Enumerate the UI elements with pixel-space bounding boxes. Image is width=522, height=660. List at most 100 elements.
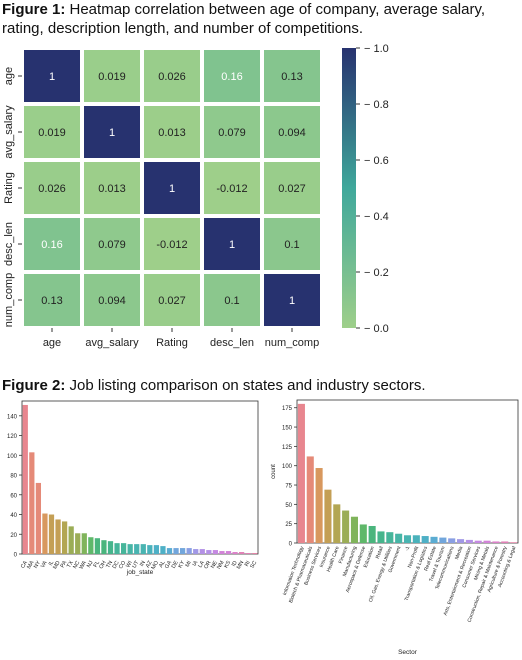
y-tick-label: 40: [10, 513, 17, 519]
bar: [121, 543, 126, 554]
x-axis-label: job_state: [126, 569, 154, 576]
bar: [42, 514, 47, 554]
y-tick-label: 0: [14, 553, 18, 559]
y-tick-label: 100: [7, 454, 18, 460]
heatmap-cell-label: 0.026: [158, 71, 186, 83]
bar: [466, 540, 473, 543]
heatmap-cell-label: 0.019: [98, 71, 126, 83]
y-tick-label: 0: [289, 542, 293, 548]
bar: [23, 405, 28, 554]
bar: [298, 404, 305, 543]
heatmap-cell-label: 0.013: [98, 183, 126, 195]
colorbar: [342, 48, 356, 328]
heatmap-cell-label: 0.16: [221, 71, 242, 83]
heatmap-cell-label: 0.079: [98, 239, 126, 251]
bar: [422, 536, 429, 543]
y-tick-label: 150: [282, 426, 293, 432]
colorbar-tick-label: − 0.0: [364, 323, 389, 335]
heatmap-cell-label: 0.13: [281, 71, 302, 83]
bar: [200, 549, 205, 554]
y-tick-label: desc_len: [3, 222, 15, 266]
bar: [324, 490, 331, 543]
bar: [154, 545, 159, 554]
figure-1-label: Figure 1:: [2, 1, 65, 18]
x-axis-label: Sector: [398, 649, 418, 656]
y-axis-label: count: [0, 470, 2, 485]
bar: [386, 532, 393, 543]
bar: [29, 452, 34, 554]
colorbar-tick-label: − 0.2: [364, 267, 389, 279]
heatmap-cell-label: 0.094: [278, 127, 306, 139]
heatmap-cell-label: 0.094: [98, 295, 126, 307]
bar: [226, 551, 231, 554]
x-tick-label: desc_len: [210, 337, 254, 349]
correlation-heatmap: 1 0.019 0.026 0.16 0.13 0.019 1 0.013 0.079 0.094…: [0, 40, 522, 365]
bar: [510, 542, 517, 543]
figure-1-caption: Figure 1: Heatmap correlation between ag…: [2, 0, 517, 38]
y-tick-label: 175: [282, 406, 293, 412]
figure-2-text: Job listing comparison on states and ind…: [65, 377, 425, 394]
bar: [492, 541, 499, 543]
bar: [430, 537, 437, 543]
bar: [36, 483, 41, 554]
heatmap-cell-label: 1: [49, 71, 55, 83]
bar: [55, 519, 60, 554]
heatmap-cell-label: 1: [289, 295, 295, 307]
heatmap-cell-label: -0.012: [156, 239, 187, 251]
heatmap-cell-label: 1: [169, 183, 175, 195]
bar: [187, 548, 192, 554]
bar: [351, 517, 358, 543]
figure-1-text: Heatmap correlation between age of compa…: [2, 1, 485, 37]
y-tick-label: 140: [7, 414, 18, 420]
bar: [114, 543, 119, 554]
x-tick-label: avg_salary: [85, 337, 139, 349]
bar: [413, 535, 420, 543]
bar: [219, 551, 224, 554]
bar: [62, 521, 67, 554]
heatmap-cell-label: 0.027: [278, 183, 306, 195]
bar: [206, 550, 211, 554]
heatmap-cell-label: 0.1: [224, 295, 239, 307]
bar: [88, 537, 93, 554]
sector-bar-chart: 0255075100125150175Information Technolog…: [264, 396, 522, 660]
bar: [167, 548, 172, 554]
bar: [307, 456, 314, 543]
y-tick-label: 100: [282, 464, 293, 470]
figure-2-caption: Figure 2: Job listing comparison on stat…: [2, 376, 517, 395]
x-tick-label: num_comp: [265, 337, 319, 349]
bar: [108, 541, 113, 554]
colorbar-tick-label: − 1.0: [364, 43, 389, 55]
x-tick-label: SC: [249, 560, 258, 570]
bar: [501, 541, 508, 543]
job-state-bar-chart: 020406080100120140CAMANYVA ILMDPATXNCWANJ…: [0, 396, 262, 660]
bar: [82, 533, 87, 554]
bar: [160, 546, 165, 554]
bar: [377, 531, 384, 543]
x-tick-label: -1: [404, 545, 411, 551]
bar: [128, 544, 133, 554]
figure-2-label: Figure 2:: [2, 377, 65, 394]
heatmap-cell-label: 0.013: [158, 127, 186, 139]
y-tick-label: num_comp: [3, 273, 15, 327]
bar: [213, 550, 218, 554]
y-tick-label: 50: [285, 503, 292, 509]
bar: [439, 538, 446, 543]
bar: [333, 504, 340, 543]
y-tick-label: 120: [7, 434, 18, 440]
bar: [101, 540, 106, 554]
y-tick-label: age: [3, 67, 15, 85]
heatmap-cell-label: 0.13: [41, 295, 62, 307]
colorbar-tick-label: − 0.4: [364, 211, 389, 223]
bar: [395, 534, 402, 543]
heatmap-cell-label: 1: [109, 127, 115, 139]
heatmap-cell-label: 1: [229, 239, 235, 251]
bar: [95, 538, 100, 554]
heatmap-cell-label: 0.079: [218, 127, 246, 139]
bar: [316, 468, 323, 543]
x-tick-label: Rating: [156, 337, 188, 349]
y-tick-label: 75: [285, 484, 292, 490]
bar: [180, 548, 185, 554]
bar: [147, 545, 152, 554]
heatmap-cell-label: -0.012: [216, 183, 247, 195]
bar: [252, 553, 257, 554]
